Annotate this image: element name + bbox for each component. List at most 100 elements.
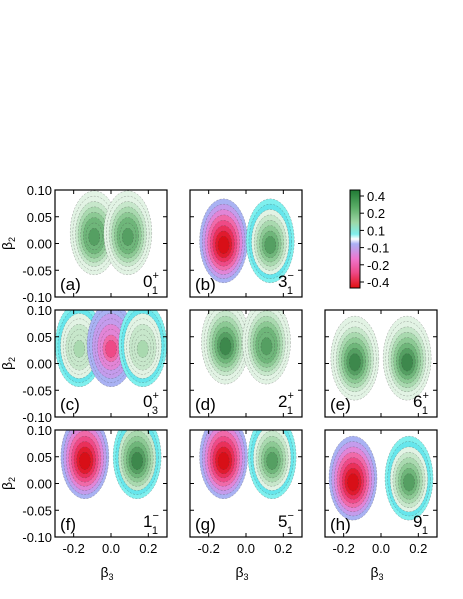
- panel-label: (c): [60, 395, 80, 414]
- x-tick-label: -0.2: [197, 541, 219, 556]
- contour-band: [136, 340, 149, 358]
- contour-band: [73, 340, 86, 358]
- panel-label: (d): [195, 395, 216, 414]
- contour-group: [60, 430, 162, 499]
- panel-label: (f): [60, 515, 76, 534]
- panel-label: (a): [60, 275, 81, 294]
- contour-band: [105, 340, 117, 358]
- x-tick-label: 0.2: [274, 541, 292, 556]
- contour-band: [131, 452, 143, 470]
- panel-a: 0.10 0.05 0.00 -0.05 -0.10 β2 (a) 0+ 1: [0, 183, 168, 305]
- state-label: 0+ 1: [143, 270, 159, 297]
- panel-d: (d) 2+ 1: [189, 309, 303, 418]
- y-axis-label: β2: [0, 237, 17, 250]
- colorbar-tick-label: 0.2: [367, 206, 385, 221]
- panel-label: (b): [195, 275, 216, 294]
- colorbar-tick-label: -0.1: [367, 241, 389, 256]
- y-axis-label: β2: [0, 477, 17, 490]
- negative-lobe: [199, 430, 248, 499]
- panel-label: (e): [330, 395, 351, 414]
- state-label: 1− 1: [143, 510, 159, 537]
- contour-band: [349, 353, 361, 372]
- panel-b: (b) 3− 1: [189, 189, 303, 298]
- contour-band: [217, 452, 230, 470]
- y-tick-label: 0.05: [27, 210, 52, 225]
- colorbar-tick-label: 0.4: [367, 189, 385, 204]
- y-tick-label: 0.00: [27, 477, 52, 492]
- panel-h: -0.2 0.0 0.2 β3 (h) 9− 1: [324, 429, 438, 582]
- x-tick-label: 0.2: [409, 541, 427, 556]
- panel-label: (h): [330, 515, 351, 534]
- colorbar-tick-label: 0.1: [367, 223, 385, 238]
- x-tick-label: 0.0: [372, 541, 390, 556]
- y-tick-label: -0.10: [22, 290, 52, 305]
- contour-group: [55, 310, 167, 387]
- contour-band: [266, 452, 278, 470]
- contour-band: [403, 473, 415, 492]
- x-axis-label: β3: [235, 564, 248, 582]
- contour-band: [79, 452, 91, 470]
- colorbar-tick-label: -0.2: [367, 258, 389, 273]
- contour-band: [219, 337, 232, 356]
- contour-group: [328, 435, 434, 521]
- y-tick-label: -0.05: [22, 263, 52, 278]
- positive-lobe: [201, 310, 250, 385]
- negative-lobe: [328, 435, 378, 521]
- state-label: 9− 1: [413, 510, 429, 537]
- contour-group: [199, 430, 297, 499]
- contour-group: [201, 310, 291, 385]
- contour-band: [217, 236, 230, 254]
- panel-label: (g): [195, 515, 216, 534]
- y-tick-label: 0.05: [27, 450, 52, 465]
- contour-band: [264, 236, 277, 254]
- y-axis-label: β2: [0, 357, 17, 370]
- negative-lobe: [60, 430, 110, 499]
- positive-lobe: [112, 430, 162, 499]
- panel-e: (e) 6+ 1: [324, 309, 438, 418]
- x-axis-label: β3: [100, 564, 113, 582]
- colorbar-tick-label: -0.4: [367, 275, 389, 290]
- y-tick-label: 0.10: [27, 303, 52, 318]
- panel-f: 0.10 0.05 0.00 -0.05 -0.10 β2 -0.2 0.0 0.2 β3 (f) 1…: [0, 423, 168, 582]
- x-tick-label: 0.0: [102, 541, 120, 556]
- x-tick-label: 0.2: [139, 541, 157, 556]
- x-axis-label: β3: [370, 564, 383, 582]
- panel-g: -0.2 0.0 0.2 β3 (g) 5− 1: [189, 429, 303, 582]
- x-tick-label: -0.2: [332, 541, 354, 556]
- y-tick-label: 0.10: [27, 423, 52, 438]
- y-tick-label: 0.00: [27, 237, 52, 252]
- positive-lobe: [247, 430, 297, 499]
- negative-lobe: [199, 198, 248, 284]
- positive-lobe: [382, 315, 432, 401]
- positive-lobe: [246, 198, 295, 284]
- y-tick-label: -0.05: [22, 383, 52, 398]
- colorbar-gradient: [349, 189, 361, 289]
- positive-lobe: [103, 190, 153, 276]
- y-tick-label: 0.05: [27, 330, 52, 345]
- colorbar: 0.4 0.2 0.1 -0.1 -0.2 -0.4: [349, 189, 389, 290]
- contour-band: [347, 473, 359, 492]
- positive-lobe: [384, 435, 434, 521]
- y-tick-label: -0.05: [22, 503, 52, 518]
- contour-group: [330, 315, 432, 401]
- contour-band: [88, 228, 101, 246]
- contour-group: [69, 190, 153, 276]
- state-label: 5− 1: [278, 510, 294, 537]
- x-tick-label: 0.0: [237, 541, 255, 556]
- y-tick-label: 0.10: [27, 183, 52, 198]
- positive-lobe: [118, 310, 167, 387]
- positive-lobe: [55, 310, 104, 387]
- positive-lobe: [242, 310, 291, 385]
- y-tick-label: 0.00: [27, 357, 52, 372]
- positive-lobe: [330, 315, 380, 401]
- contour-band: [401, 353, 413, 372]
- state-label: 2+ 1: [278, 390, 294, 417]
- x-tick-label: -0.2: [62, 541, 84, 556]
- y-tick-label: -0.10: [22, 410, 52, 425]
- contour-band: [260, 337, 273, 356]
- positive-lobe: [69, 190, 119, 276]
- state-label: 6+ 1: [413, 390, 429, 417]
- panel-c: 0.10 0.05 0.00 -0.05 -0.10 β2 (c) 0+ 3: [0, 303, 168, 425]
- contour-group: [199, 198, 295, 284]
